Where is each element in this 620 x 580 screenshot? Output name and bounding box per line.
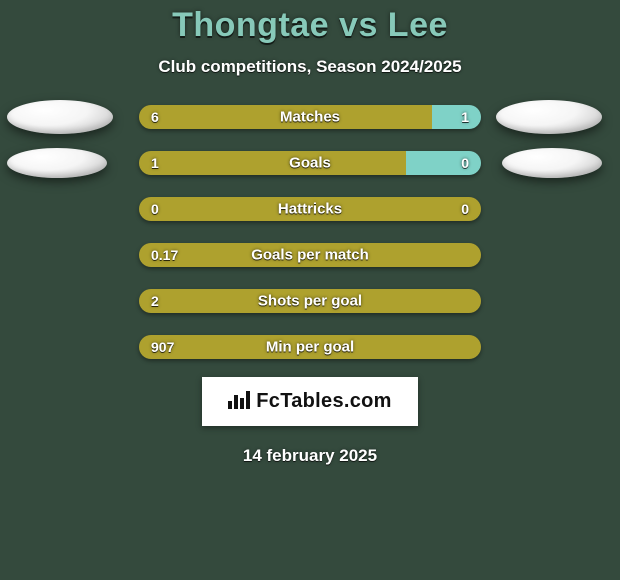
subtitle: Club competitions, Season 2024/2025 [158, 57, 461, 77]
stat-value-left: 1 [151, 155, 159, 171]
stat-label: Hattricks [278, 201, 342, 218]
stat-bar-track: Goals per match 0.17 [139, 243, 481, 267]
stat-bar-track: Goals 1 0 [139, 151, 481, 175]
stat-bar-track: Hattricks 0 0 [139, 197, 481, 221]
player-avatar-left [7, 100, 113, 134]
stat-label: Min per goal [266, 339, 354, 356]
stat-row: Goals 1 0 [0, 151, 620, 175]
stat-bar-track: Shots per goal 2 [139, 289, 481, 313]
stat-row: Matches 6 1 [0, 105, 620, 129]
stat-label: Goals [289, 155, 331, 172]
stat-bar-right [432, 105, 481, 129]
stat-bar-track: Matches 6 1 [139, 105, 481, 129]
bar-chart-icon [228, 389, 250, 414]
stat-label: Matches [280, 109, 340, 126]
stat-value-left: 907 [151, 339, 174, 355]
player-avatar-right [496, 100, 602, 134]
stat-value-right: 0 [461, 201, 469, 217]
player-avatar-left [7, 148, 107, 178]
stat-value-right: 0 [461, 155, 469, 171]
page-title: Thongtae vs Lee [172, 6, 448, 45]
stat-row: Goals per match 0.17 [0, 243, 620, 267]
comparison-widget: Thongtae vs Lee Club competitions, Seaso… [0, 0, 620, 580]
stat-value-left: 0.17 [151, 247, 178, 263]
stat-row: Hattricks 0 0 [0, 197, 620, 221]
stat-row: Shots per goal 2 [0, 289, 620, 313]
logo-text: FcTables.com [256, 390, 392, 413]
stat-value-right: 1 [461, 109, 469, 125]
date-label: 14 february 2025 [243, 446, 377, 466]
stat-label: Shots per goal [258, 293, 362, 310]
stat-value-left: 6 [151, 109, 159, 125]
stat-row: Min per goal 907 [0, 335, 620, 359]
fctables-logo[interactable]: FcTables.com [202, 377, 418, 426]
stat-bar-right [406, 151, 481, 175]
stat-bar-track: Min per goal 907 [139, 335, 481, 359]
stat-bar-left [139, 151, 406, 175]
stat-value-left: 0 [151, 201, 159, 217]
stat-rows: Matches 6 1 Goals 1 0 Hattricks 0 0 Goals per mat… [0, 105, 620, 359]
stat-label: Goals per match [251, 247, 369, 264]
stat-value-left: 2 [151, 293, 159, 309]
player-avatar-right [502, 148, 602, 178]
